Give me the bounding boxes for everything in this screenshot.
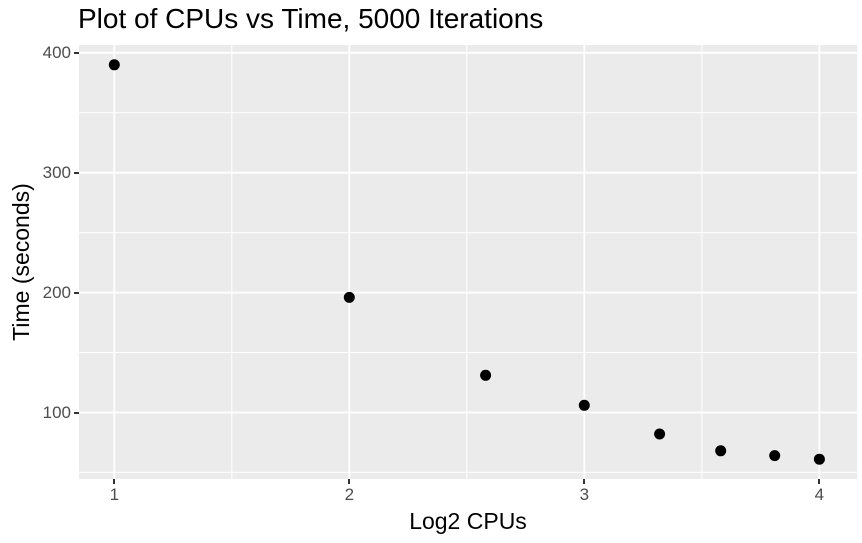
y-tick-mark (74, 171, 79, 174)
data-point (654, 428, 666, 440)
data-point (343, 291, 355, 303)
data-point (480, 369, 492, 381)
data-point (813, 453, 825, 465)
y-tick-label: 100 (42, 402, 71, 422)
chart-title: Plot of CPUs vs Time, 5000 Iterations (78, 3, 544, 34)
x-tick-mark (348, 479, 351, 484)
y-tick-mark (74, 291, 79, 294)
data-point (769, 450, 781, 462)
y-tick-mark (74, 411, 79, 414)
data-point (715, 445, 727, 457)
data-point (108, 59, 120, 71)
y-tick-label: 300 (42, 162, 71, 182)
x-tick-label: 4 (814, 485, 825, 504)
y-tick-label: 400 (42, 42, 71, 62)
x-tick-label: 2 (344, 485, 355, 504)
y-tick-mark (74, 51, 79, 54)
x-tick-mark (583, 479, 586, 484)
x-tick-mark (818, 479, 821, 484)
plot-canvas (79, 45, 857, 479)
plot-panel (79, 45, 857, 479)
x-tick-label: 3 (579, 485, 590, 504)
x-tick-label: 1 (109, 485, 120, 504)
data-point (578, 399, 590, 411)
x-axis-title: Log2 CPUs (409, 508, 527, 534)
y-tick-label: 200 (42, 282, 71, 302)
x-tick-mark (113, 479, 116, 484)
